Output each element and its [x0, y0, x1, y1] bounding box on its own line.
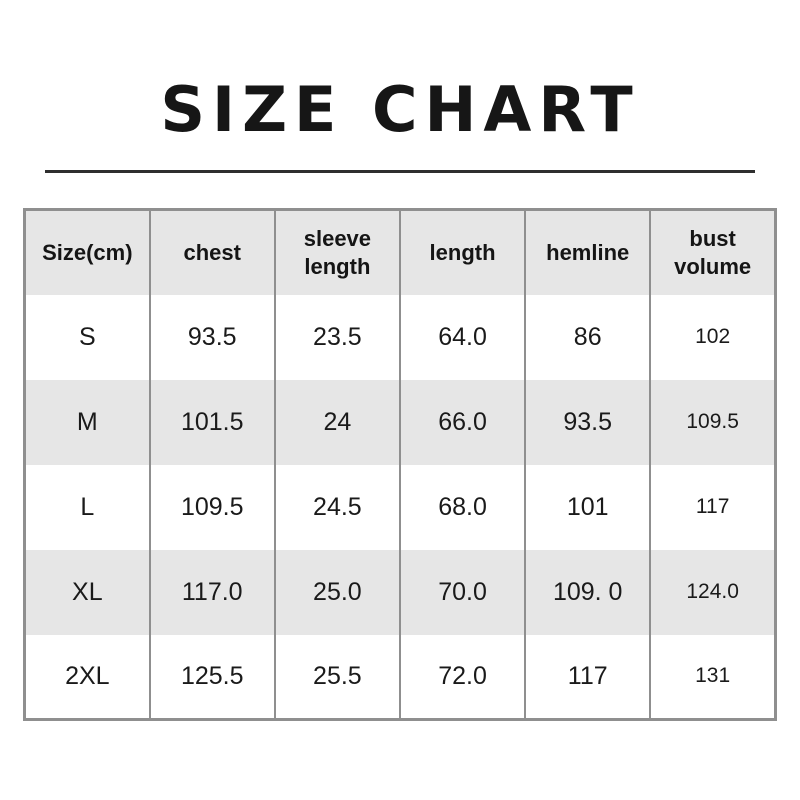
value-cell: 117.0: [148, 549, 276, 635]
size-label-cell: XL: [23, 549, 151, 635]
value-cell: 101: [524, 464, 652, 550]
value-cell: 124.0: [649, 549, 777, 635]
value-cell: 109.5: [649, 379, 777, 465]
value-cell: 66.0: [398, 379, 527, 465]
table-header: Size(cm) chest sleeve length length hemline b…: [23, 209, 777, 295]
value-cell: 70.0: [398, 549, 527, 635]
table-row: 2XL 125.5 25.5 72.0 117 131: [23, 634, 777, 720]
value-cell: 102: [649, 294, 777, 380]
value-cell: 68.0: [398, 464, 527, 550]
value-cell: 24.5: [273, 464, 401, 550]
header-row: Size(cm) chest sleeve length length hemline b…: [23, 209, 777, 295]
value-cell: 117: [524, 634, 652, 720]
column-header: sleeve length: [273, 209, 401, 295]
value-cell: 101.5: [148, 379, 276, 465]
value-cell: 25.5: [273, 634, 401, 720]
size-label-cell: 2XL: [23, 634, 151, 720]
value-cell: 125.5: [148, 634, 276, 720]
value-cell: 86: [524, 294, 652, 380]
table-row: M 101.5 24 66.0 93.5 109.5: [23, 379, 777, 465]
value-cell: 93.5: [148, 294, 276, 380]
column-header: length: [398, 209, 527, 295]
size-chart-table: Size(cm) chest sleeve length length hemline b…: [23, 208, 777, 722]
value-cell: 72.0: [398, 634, 527, 720]
value-cell: 117: [649, 464, 777, 550]
size-label-cell: S: [23, 294, 151, 380]
value-cell: 109. 0: [524, 549, 652, 635]
size-label-cell: L: [23, 464, 151, 550]
page-title: SIZE CHART: [160, 73, 640, 146]
value-cell: 109.5: [148, 464, 276, 550]
title-divider: [45, 170, 755, 174]
table-body: S 93.5 23.5 64.0 86 102 M 101.5 24 66.0 93.5 109.5 L…: [23, 294, 777, 720]
column-header: chest: [148, 209, 276, 295]
table-row: XL 117.0 25.0 70.0 109. 0 124.0: [23, 549, 777, 635]
value-cell: 93.5: [524, 379, 652, 465]
value-cell: 23.5: [273, 294, 401, 380]
table-row: S 93.5 23.5 64.0 86 102: [23, 294, 777, 380]
value-cell: 64.0: [398, 294, 527, 380]
value-cell: 25.0: [273, 549, 401, 635]
column-header: Size(cm): [23, 209, 151, 295]
table-row: L 109.5 24.5 68.0 101 117: [23, 464, 777, 550]
column-header: hemline: [524, 209, 652, 295]
size-label-cell: M: [23, 379, 151, 465]
value-cell: 131: [649, 634, 777, 720]
column-header: bust volume: [649, 209, 777, 295]
value-cell: 24: [273, 379, 401, 465]
